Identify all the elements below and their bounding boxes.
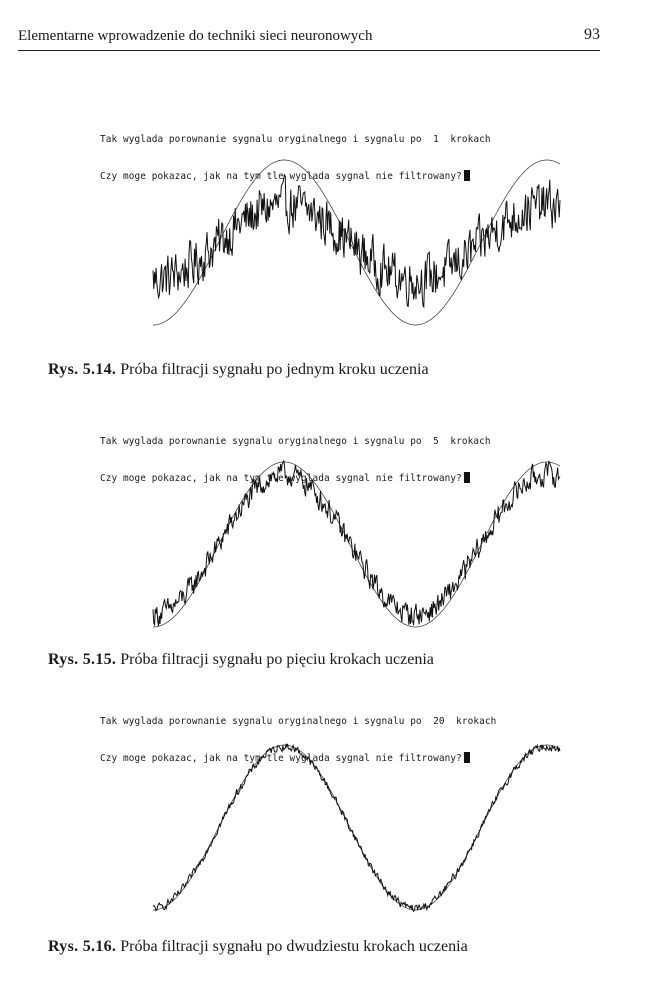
original-signal-curve: [153, 461, 561, 628]
filtered-signal-curve: [152, 173, 561, 309]
text-cursor: [463, 170, 470, 181]
caption-text: Próba filtracji sygnału po pięciu krokac…: [120, 651, 434, 668]
screen-line-1: Tak wyglada porownanie sygnalu oryginaln…: [100, 134, 491, 145]
page-header: Elementarne wprowadzenie do techniki sie…: [18, 24, 600, 51]
text-cursor: [463, 752, 470, 763]
caption-label: Rys. 5.14.: [48, 361, 117, 378]
caption-text: Próba filtracji sygnału po jednym kroku …: [120, 361, 429, 378]
screen-text-block: Tak wyglada porownanie sygnalu oryginaln…: [100, 110, 491, 207]
screen-line-2-text: Czy moge pokazac, jak na tym tle wyglada…: [100, 171, 462, 182]
signal-plot: [152, 159, 561, 326]
screen-line-2: Czy moge pokazac, jak na tym tle wyglada…: [100, 170, 491, 183]
original-signal-curve: [153, 744, 561, 911]
figure-caption: Rys. 5.16. Próba filtracji sygnału po dw…: [48, 938, 468, 956]
page-number: 93: [584, 26, 600, 43]
text-cursor: [463, 472, 470, 483]
figure-caption: Rys. 5.14. Próba filtracji sygnału po je…: [48, 361, 429, 379]
caption-label: Rys. 5.16.: [48, 938, 117, 955]
caption-label: Rys. 5.15.: [48, 651, 117, 668]
filtered-signal-curve: [152, 743, 561, 913]
signal-plot: [152, 743, 561, 913]
screen-line-1: Tak wyglada porownanie sygnalu oryginaln…: [100, 436, 491, 447]
screen-text-block: Tak wyglada porownanie sygnalu oryginaln…: [100, 692, 496, 789]
screen-line-1: Tak wyglada porownanie sygnalu oryginaln…: [100, 716, 497, 727]
running-title: Elementarne wprowadzenie do techniki sie…: [18, 28, 373, 44]
caption-text: Próba filtracji sygnału po dwudziestu kr…: [120, 938, 468, 955]
signal-plot: [152, 460, 561, 628]
filtered-signal-curve: [152, 460, 561, 627]
figure-caption: Rys. 5.15. Próba filtracji sygnału po pi…: [48, 651, 434, 669]
